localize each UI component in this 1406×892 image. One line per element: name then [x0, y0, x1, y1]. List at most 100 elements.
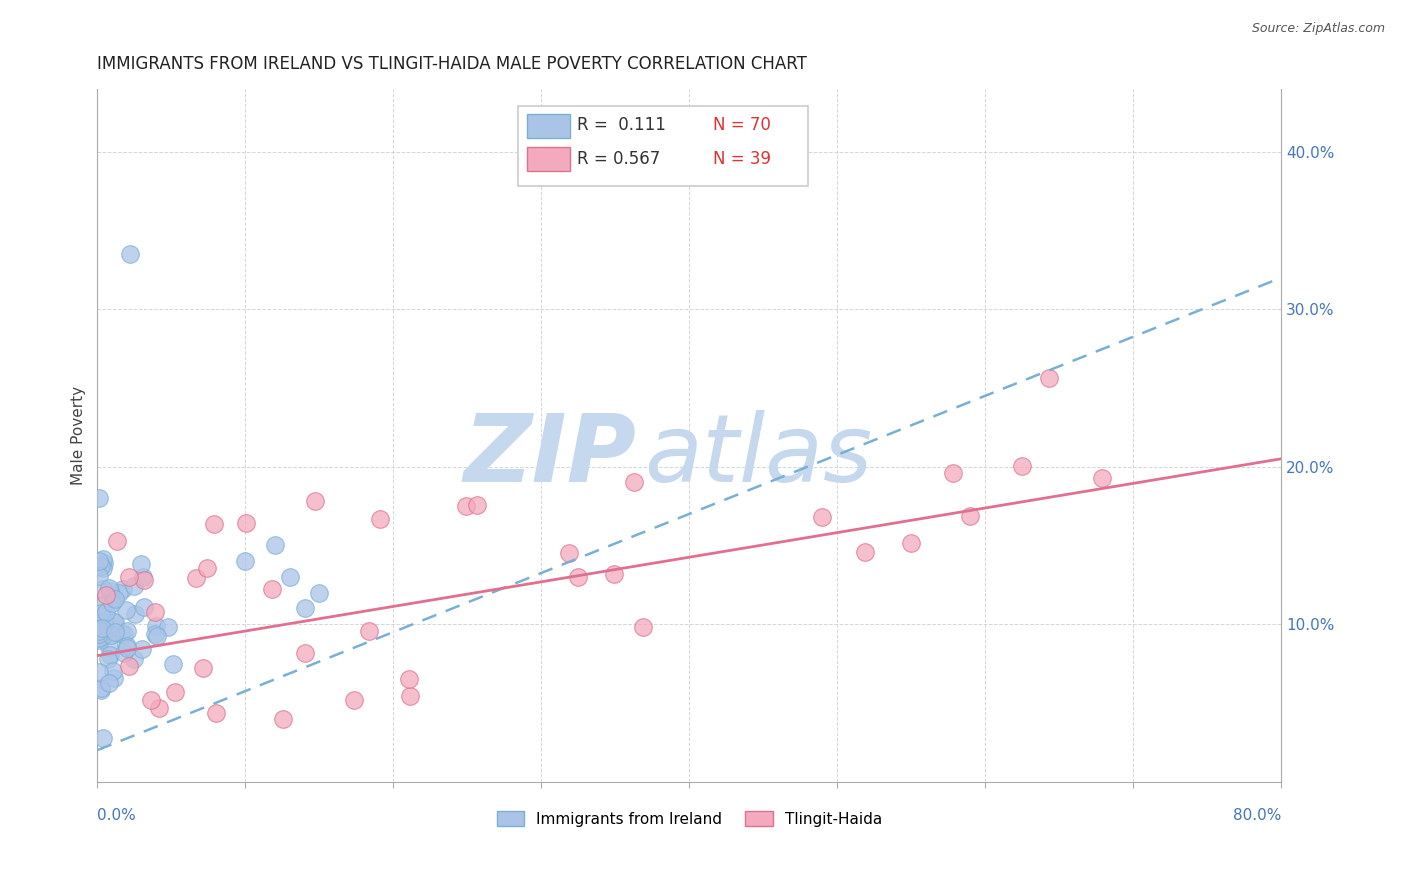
Point [104, 592, 127, 607]
Point [235, 516, 257, 530]
Point [132, 599, 155, 614]
Point [165, 685, 187, 699]
Legend: Immigrants from Ireland, Tlingit-Haida: Immigrants from Ireland, Tlingit-Haida [491, 805, 889, 833]
Point [87, 491, 110, 506]
Point [90, 681, 112, 695]
Point [631, 619, 654, 633]
Point [145, 619, 167, 633]
Point [104, 615, 127, 629]
Point [124, 607, 146, 621]
Point [91, 551, 114, 566]
Point [294, 601, 316, 615]
Point [93, 615, 115, 629]
Point [98, 648, 121, 662]
Point [97, 652, 120, 666]
Point [91, 561, 114, 575]
FancyBboxPatch shape [517, 106, 808, 186]
Point [100, 627, 122, 641]
Point [104, 624, 127, 639]
Point [294, 646, 316, 660]
Point [90, 629, 112, 643]
Point [98, 675, 121, 690]
Text: atlas: atlas [644, 410, 873, 501]
Point [900, 536, 922, 550]
Point [112, 627, 135, 641]
Point [567, 570, 589, 584]
Point [91, 731, 114, 745]
Point [357, 624, 380, 638]
Point [96, 623, 118, 637]
Point [87, 631, 110, 645]
Point [107, 586, 129, 600]
Point [368, 512, 391, 526]
Point [235, 554, 257, 568]
Text: 0.0%: 0.0% [97, 808, 136, 822]
Point [603, 566, 626, 581]
Point [118, 247, 141, 261]
Point [90, 682, 112, 697]
Point [115, 641, 138, 656]
Point [104, 620, 127, 634]
FancyBboxPatch shape [527, 114, 569, 137]
Point [122, 652, 145, 666]
Point [853, 545, 876, 559]
Point [205, 706, 228, 720]
Point [112, 582, 135, 596]
Point [118, 570, 141, 584]
Point [162, 657, 184, 671]
Y-axis label: Male Poverty: Male Poverty [72, 385, 86, 484]
Point [101, 665, 124, 679]
Point [101, 597, 124, 611]
Point [264, 538, 287, 552]
Text: 80.0%: 80.0% [1233, 808, 1281, 822]
Point [465, 498, 488, 512]
Point [202, 517, 225, 532]
Point [134, 573, 156, 587]
Point [87, 554, 110, 568]
Point [186, 571, 208, 585]
Point [1038, 371, 1060, 385]
Point [143, 627, 166, 641]
Point [157, 620, 180, 634]
Text: ZIP: ZIP [463, 410, 636, 502]
Point [304, 494, 326, 508]
Point [103, 615, 125, 629]
Point [98, 584, 121, 599]
Point [93, 556, 115, 570]
Point [97, 581, 120, 595]
Point [89, 633, 111, 648]
Point [117, 640, 139, 654]
Point [90, 558, 112, 573]
Point [558, 546, 581, 560]
Text: IMMIGRANTS FROM IRELAND VS TLINGIT-HAIDA MALE POVERTY CORRELATION CHART: IMMIGRANTS FROM IRELAND VS TLINGIT-HAIDA… [97, 55, 807, 73]
Point [273, 712, 295, 726]
Point [98, 640, 121, 655]
Point [146, 629, 169, 643]
Point [112, 646, 135, 660]
Point [91, 621, 114, 635]
Point [148, 701, 170, 715]
Point [89, 631, 111, 645]
Point [454, 500, 477, 514]
Point [101, 591, 124, 606]
Point [308, 585, 330, 599]
Text: Source: ZipAtlas.com: Source: ZipAtlas.com [1251, 22, 1385, 36]
Point [87, 665, 110, 680]
Point [87, 623, 110, 637]
Point [959, 508, 981, 523]
Point [141, 693, 163, 707]
Point [90, 606, 112, 620]
Point [87, 627, 110, 641]
Point [260, 582, 283, 596]
Point [96, 605, 118, 619]
Point [91, 629, 114, 643]
Text: R =  0.111: R = 0.111 [576, 116, 666, 135]
Point [122, 579, 145, 593]
Text: R = 0.567: R = 0.567 [576, 150, 661, 168]
Point [132, 570, 155, 584]
Point [103, 671, 125, 685]
Text: N = 70: N = 70 [713, 116, 770, 135]
Point [399, 689, 422, 703]
Point [115, 602, 138, 616]
Point [118, 658, 141, 673]
